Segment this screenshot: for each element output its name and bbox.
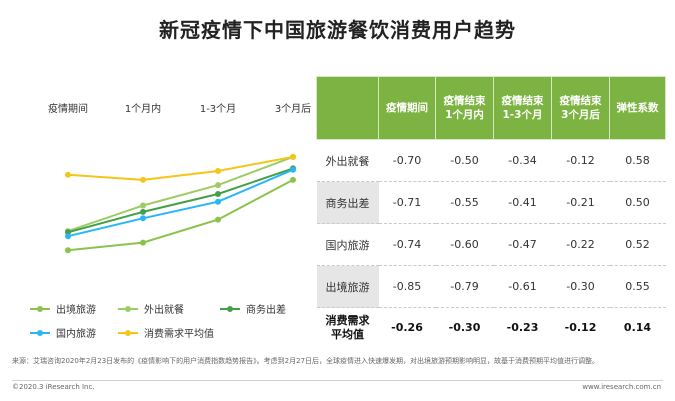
- row-label: 国内旅游: [316, 223, 379, 266]
- table-cell: -0.26: [391, 321, 423, 334]
- x-tick-label: 1-3个月: [200, 103, 236, 115]
- data-point: [140, 239, 146, 246]
- row-label: 商务出差: [316, 181, 379, 224]
- source-note: 来源：艾瑞咨询2020年2月23日发布的《疫情影响下的用户消费指数趋势报告》。考…: [12, 357, 600, 365]
- data-point: [140, 208, 146, 215]
- table-cell: 0.52: [609, 223, 666, 266]
- header-1-3-months: 疫情结束 1-3个月: [493, 76, 552, 140]
- series-line: [67, 155, 294, 181]
- data-point: [140, 215, 146, 222]
- header-1-month: 疫情结束 1个月内: [435, 76, 494, 140]
- table-cell: -0.50: [435, 139, 494, 182]
- data-point: [65, 233, 71, 240]
- legend-label: 消费需求平均值: [144, 327, 214, 340]
- table-header-row: 疫情期间 疫情结束 1个月内 疫情结束 1-3个月 疫情结束 3个月后 弹性系数: [316, 76, 666, 140]
- table-cell: -0.60: [435, 223, 494, 266]
- legend-label: 外出就餐: [144, 303, 184, 316]
- series-line: [67, 168, 294, 238]
- page-title: 新冠疫情下中国旅游餐饮消费用户趋势: [159, 18, 516, 42]
- row-label: 消费需求 平均值: [325, 314, 370, 341]
- table-cell: -0.55: [435, 181, 494, 224]
- data-point: [140, 176, 146, 183]
- data-point: [215, 168, 221, 174]
- data-point: [215, 182, 221, 189]
- website: www.iresearch.com.cn: [582, 383, 661, 391]
- legend-label: 出境旅游: [56, 303, 96, 316]
- table-cell: -0.71: [378, 181, 436, 224]
- data-point: [290, 176, 296, 183]
- table-row-average: 消费需求 平均值 -0.26 -0.30 -0.23 -0.12 0.14: [317, 308, 666, 349]
- copyright: ©2020.3 iResearch Inc.: [12, 383, 95, 391]
- header-after-3-months: 疫情结束 3个月后: [551, 76, 610, 140]
- data-point: [215, 216, 221, 223]
- data-point: [290, 166, 296, 173]
- header-during: 疫情期间: [378, 76, 436, 140]
- table-corner-cell: [316, 76, 379, 140]
- series-line: [67, 179, 294, 252]
- table-row: 商务出差 -0.71 -0.55 -0.41 -0.21 0.50: [316, 181, 666, 224]
- row-label: 外出就餐: [316, 139, 379, 182]
- table-cell: 0.50: [609, 181, 666, 224]
- data-point: [65, 171, 71, 178]
- data-point: [215, 198, 221, 205]
- series-line: [67, 155, 294, 233]
- x-tick-label: 1个月内: [125, 102, 161, 115]
- legend-marker: [37, 306, 43, 312]
- data-point: [65, 247, 71, 254]
- table-cell: -0.41: [493, 181, 552, 224]
- x-tick-label: 3个月后: [275, 103, 311, 115]
- elasticity-table: 疫情期间 疫情结束 1个月内 疫情结束 1-3个月 疫情结束 3个月后 弹性系数…: [316, 76, 666, 348]
- table-cell: -0.22: [551, 223, 610, 266]
- table-cell: -0.34: [493, 139, 552, 182]
- data-point: [140, 202, 146, 209]
- table-cell: -0.70: [378, 139, 436, 182]
- header-elasticity: 弹性系数: [609, 76, 666, 140]
- table-cell: -0.79: [435, 265, 494, 308]
- table-cell: -0.30: [448, 321, 481, 334]
- legend-marker: [227, 306, 233, 312]
- footer-divider: [12, 380, 663, 381]
- table-cell: -0.23: [506, 321, 539, 334]
- table-row: 外出就餐 -0.70 -0.50 -0.34 -0.12 0.58: [316, 139, 666, 182]
- table-cell: -0.61: [493, 265, 552, 308]
- table-row: 出境旅游 -0.85 -0.79 -0.61 -0.30 0.55: [316, 265, 666, 308]
- table-cell: -0.74: [378, 223, 436, 266]
- data-point: [215, 191, 221, 197]
- table-cell: 0.58: [609, 139, 666, 182]
- x-tick-label: 疫情期间: [48, 102, 88, 115]
- legend-marker: [125, 306, 131, 312]
- row-label: 出境旅游: [316, 265, 379, 308]
- table-cell: 0.55: [609, 265, 666, 308]
- table-cell: -0.12: [551, 139, 610, 182]
- series-line: [67, 167, 294, 234]
- table-cell: -0.12: [564, 321, 597, 334]
- legend-label: 国内旅游: [56, 327, 96, 340]
- legend-marker: [125, 330, 131, 336]
- table-cell: -0.85: [378, 265, 436, 308]
- table-cell: 0.14: [623, 321, 652, 334]
- table-cell: -0.30: [551, 265, 610, 308]
- legend-label: 商务出差: [246, 303, 286, 316]
- table-cell: -0.47: [493, 223, 552, 266]
- legend-marker: [37, 330, 43, 336]
- table-row: 国内旅游 -0.74 -0.60 -0.47 -0.22 0.52: [316, 223, 666, 266]
- data-point: [290, 153, 296, 160]
- table-cell: -0.21: [551, 181, 610, 224]
